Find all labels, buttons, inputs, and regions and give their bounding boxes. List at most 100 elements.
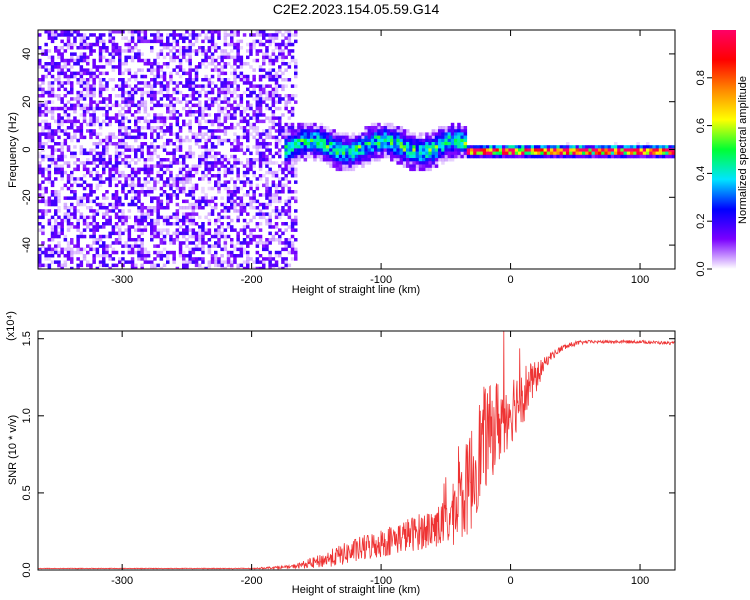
heatmap-cell — [265, 177, 269, 181]
heatmap-cell — [114, 164, 119, 168]
heatmap-cell — [92, 33, 96, 37]
heatmap-cell — [201, 145, 205, 149]
heatmap-cell — [284, 238, 288, 242]
heatmap-y-tick-label: -40 — [21, 237, 33, 253]
heatmap-cell — [86, 90, 90, 95]
heatmap-cell — [201, 174, 205, 178]
heatmap-cell — [294, 39, 298, 44]
heatmap-cell — [127, 68, 132, 72]
heatmap-cell — [95, 186, 100, 191]
heatmap-cell — [214, 161, 218, 165]
heatmap-cell — [329, 158, 333, 162]
heatmap-cell — [246, 170, 250, 175]
heatmap-cell — [70, 81, 74, 85]
heatmap-cell — [265, 103, 269, 108]
heatmap-cell — [329, 129, 333, 133]
heatmap-cell — [290, 151, 295, 156]
heatmap-cell — [169, 94, 173, 98]
heatmap-cell — [210, 209, 215, 213]
heatmap-cell — [246, 81, 250, 85]
heatmap-cell — [290, 154, 295, 159]
heatmap-cell — [134, 84, 138, 88]
heatmap-cell — [178, 225, 183, 229]
heatmap-cell — [108, 234, 112, 239]
heatmap-cell — [114, 238, 119, 242]
heatmap-cell — [239, 97, 244, 101]
heatmap-cell — [258, 238, 263, 242]
heatmap-cell — [188, 174, 192, 178]
heatmap-cell — [102, 87, 106, 92]
heatmap-cell — [134, 154, 138, 159]
heatmap-cell — [642, 148, 647, 152]
heatmap-cell — [57, 113, 61, 117]
heatmap-cell — [297, 148, 301, 152]
heatmap-cell — [306, 142, 311, 146]
heatmap-cell — [217, 94, 221, 98]
heatmap-cell — [431, 138, 436, 143]
heatmap-cell — [118, 113, 122, 117]
heatmap-cell — [63, 103, 68, 108]
heatmap-cell — [633, 151, 637, 156]
heatmap-cell — [502, 148, 506, 152]
heatmap-cell — [278, 215, 282, 220]
heatmap-cell — [102, 212, 106, 216]
heatmap-cell — [162, 164, 167, 168]
heatmap-cell — [140, 212, 144, 216]
heatmap-cell — [262, 113, 266, 117]
heatmap-cell — [169, 78, 173, 82]
heatmap-cell — [98, 158, 103, 162]
heatmap-cell — [178, 90, 183, 95]
heatmap-cell — [409, 135, 413, 140]
heatmap-cell — [140, 222, 144, 226]
heatmap-cell — [201, 260, 205, 264]
heatmap-cell — [281, 247, 285, 252]
heatmap-cell — [466, 154, 471, 159]
heatmap-cell — [204, 199, 208, 204]
heatmap-cell — [242, 110, 247, 114]
heatmap-cell — [233, 62, 237, 66]
heatmap-cell — [268, 202, 272, 207]
heatmap-cell — [118, 103, 122, 108]
heatmap-cell — [450, 158, 455, 162]
heatmap-cell — [127, 30, 132, 34]
heatmap-cell — [57, 148, 61, 152]
heatmap-cell — [150, 206, 154, 210]
heatmap-cell — [108, 167, 112, 172]
heatmap-cell — [242, 135, 247, 140]
heatmap-cell — [89, 148, 93, 152]
heatmap-cell — [143, 33, 148, 37]
heatmap-cell — [182, 39, 186, 44]
heatmap-cell — [38, 154, 42, 159]
heatmap-cell — [172, 154, 176, 159]
heatmap-cell — [150, 106, 154, 111]
heatmap-cell — [134, 151, 138, 156]
heatmap-cell — [498, 154, 503, 159]
heatmap-cell — [44, 212, 48, 216]
heatmap-cell — [156, 103, 160, 108]
heatmap-cell — [201, 222, 205, 226]
heatmap-cell — [121, 119, 125, 124]
heatmap-cell — [57, 119, 61, 124]
heatmap-cell — [146, 81, 151, 85]
heatmap-cell — [265, 202, 269, 207]
heatmap-cell — [105, 218, 109, 223]
heatmap-cell — [92, 119, 96, 124]
heatmap-cell — [169, 81, 173, 85]
heatmap-cell — [326, 154, 330, 159]
heatmap-cell — [82, 103, 87, 108]
heatmap-cell — [233, 158, 237, 162]
heatmap-cell — [652, 154, 656, 159]
heatmap-cell — [428, 161, 432, 165]
heatmap-cell — [66, 215, 71, 220]
heatmap-cell — [156, 30, 160, 34]
heatmap-cell — [434, 158, 439, 162]
heatmap-cell — [284, 228, 288, 232]
heatmap-cell — [214, 68, 218, 72]
heatmap-cell — [127, 78, 132, 82]
heatmap-cell — [63, 65, 68, 69]
heatmap-cell — [310, 135, 314, 140]
heatmap-cell — [146, 158, 151, 162]
heatmap-cell — [92, 49, 96, 53]
heatmap-cell — [380, 154, 384, 159]
heatmap-cell — [486, 145, 490, 149]
